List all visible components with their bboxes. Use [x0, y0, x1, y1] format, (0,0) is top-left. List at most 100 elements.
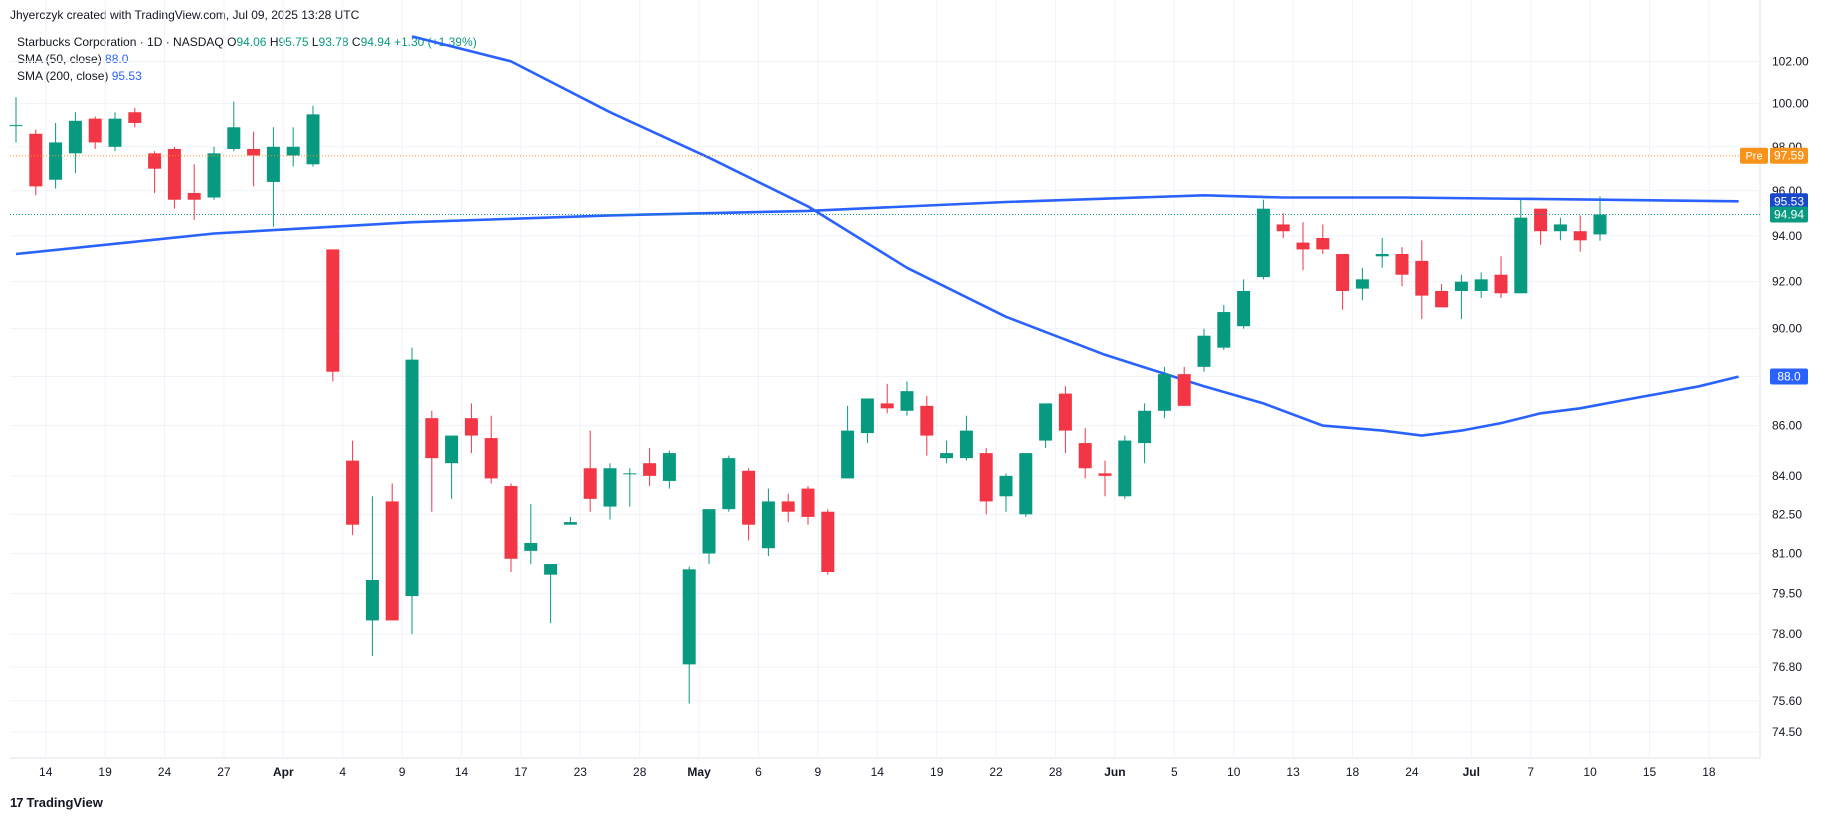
candle [445, 435, 459, 499]
candle-body [643, 463, 657, 476]
candle-body [1237, 290, 1251, 327]
x-axis: 14 19 24 27 Apr 4 9 14 17 23 28 May 6 9 14 19 22 28 Jun 5 10… [39, 765, 1716, 779]
candle-body [1078, 443, 1092, 469]
candle-body [841, 430, 855, 479]
candle [1276, 213, 1290, 239]
x-tick-label: 24 [158, 765, 172, 779]
high-value: 95.75 [278, 35, 309, 49]
candle [722, 455, 736, 512]
candle-body [1098, 473, 1112, 476]
candle [1098, 460, 1112, 497]
candle [207, 146, 221, 200]
y-tick-label: 74.50 [1772, 725, 1802, 739]
sma50-value: 88.0 [105, 52, 129, 66]
x-tick-label: 24 [1405, 765, 1419, 779]
candle [286, 127, 300, 167]
candle [583, 430, 597, 512]
candle [1593, 196, 1607, 241]
x-tick-label: 28 [633, 765, 647, 779]
candle [1355, 267, 1369, 301]
sma50-legend[interactable]: SMA (50, close) 88.0 [17, 52, 128, 66]
candle [9, 97, 23, 143]
candle [306, 105, 320, 167]
close-label: C [351, 35, 361, 49]
candle-body [88, 118, 102, 143]
candle-body [1118, 440, 1132, 497]
candle [524, 503, 538, 565]
y-tick-label: 86.00 [1772, 419, 1802, 433]
y-tick-label: 81.00 [1772, 546, 1802, 560]
x-tick-label: 10 [1227, 765, 1241, 779]
candle [940, 440, 954, 464]
candle-body [1415, 260, 1429, 296]
last-price-badge-value: 94.94 [1774, 208, 1804, 222]
candle-body [128, 112, 142, 123]
candle [1078, 428, 1092, 479]
candle-body [266, 146, 280, 182]
y-tick-label: 82.50 [1772, 507, 1802, 521]
candle [425, 410, 439, 512]
candle [1058, 386, 1072, 454]
x-tick-label: 4 [339, 765, 346, 779]
candle-body [1435, 290, 1449, 308]
candle-body [1296, 242, 1310, 250]
candle [1197, 328, 1211, 372]
candle [544, 564, 558, 624]
tradingview-brand[interactable]: 17 TradingView [10, 795, 103, 810]
candle-body [722, 458, 736, 510]
candle [781, 493, 795, 523]
candle [148, 151, 162, 194]
candle-body [29, 133, 43, 187]
y-tick-label: 79.50 [1772, 586, 1802, 600]
x-tick-label: 6 [755, 765, 762, 779]
candle-body [544, 564, 558, 575]
candle-body [68, 120, 82, 154]
candle [860, 398, 874, 444]
x-tick-label: 18 [1346, 765, 1360, 779]
candle [1316, 224, 1330, 254]
candle-body [1534, 208, 1548, 232]
candle [1474, 272, 1488, 298]
candle-body [860, 398, 874, 434]
candle-body [1355, 279, 1369, 289]
sma200-legend[interactable]: SMA (200, close) 95.53 [17, 69, 142, 83]
candle [1514, 199, 1528, 294]
candle-body [1553, 224, 1567, 232]
candle [979, 448, 993, 515]
candle [504, 483, 518, 573]
last-price-badge: 94.94 [1770, 206, 1808, 223]
y-tick-label: 76.80 [1772, 660, 1802, 674]
candle-body [603, 468, 617, 507]
candle-body [1593, 214, 1607, 235]
candle [1336, 253, 1350, 310]
y-tick-label: 78.00 [1772, 627, 1802, 641]
candle-body [207, 153, 221, 198]
symbol-legend: Starbucks Corporation · 1D · NASDAQ O94.… [17, 35, 477, 49]
x-tick-label: 18 [1702, 765, 1716, 779]
candle [959, 415, 973, 461]
y-tick-label: 100.00 [1772, 97, 1809, 111]
tradingview-logo-icon: 17 [10, 795, 24, 810]
candle [643, 448, 657, 487]
x-tick-label: 7 [1527, 765, 1534, 779]
candle-body [49, 142, 63, 180]
x-tick-label: 17 [514, 765, 528, 779]
candle [464, 403, 478, 454]
candle [29, 129, 43, 196]
candle-body [464, 418, 478, 436]
candle-body [1197, 335, 1211, 367]
candle [1118, 435, 1132, 499]
candle-body [781, 501, 795, 512]
author-line: Jhyerczyk created with TradingView.com, … [10, 8, 360, 22]
candle-body [1157, 374, 1171, 411]
candle-body [227, 127, 241, 149]
x-tick-label: Apr [273, 765, 294, 779]
x-tick-label: 28 [1049, 765, 1063, 779]
low-label: L [311, 35, 319, 49]
candle-body [702, 509, 716, 554]
candles [9, 97, 1607, 704]
open-value: 94.06 [236, 35, 267, 49]
candle [1435, 283, 1449, 308]
candle [88, 116, 102, 149]
